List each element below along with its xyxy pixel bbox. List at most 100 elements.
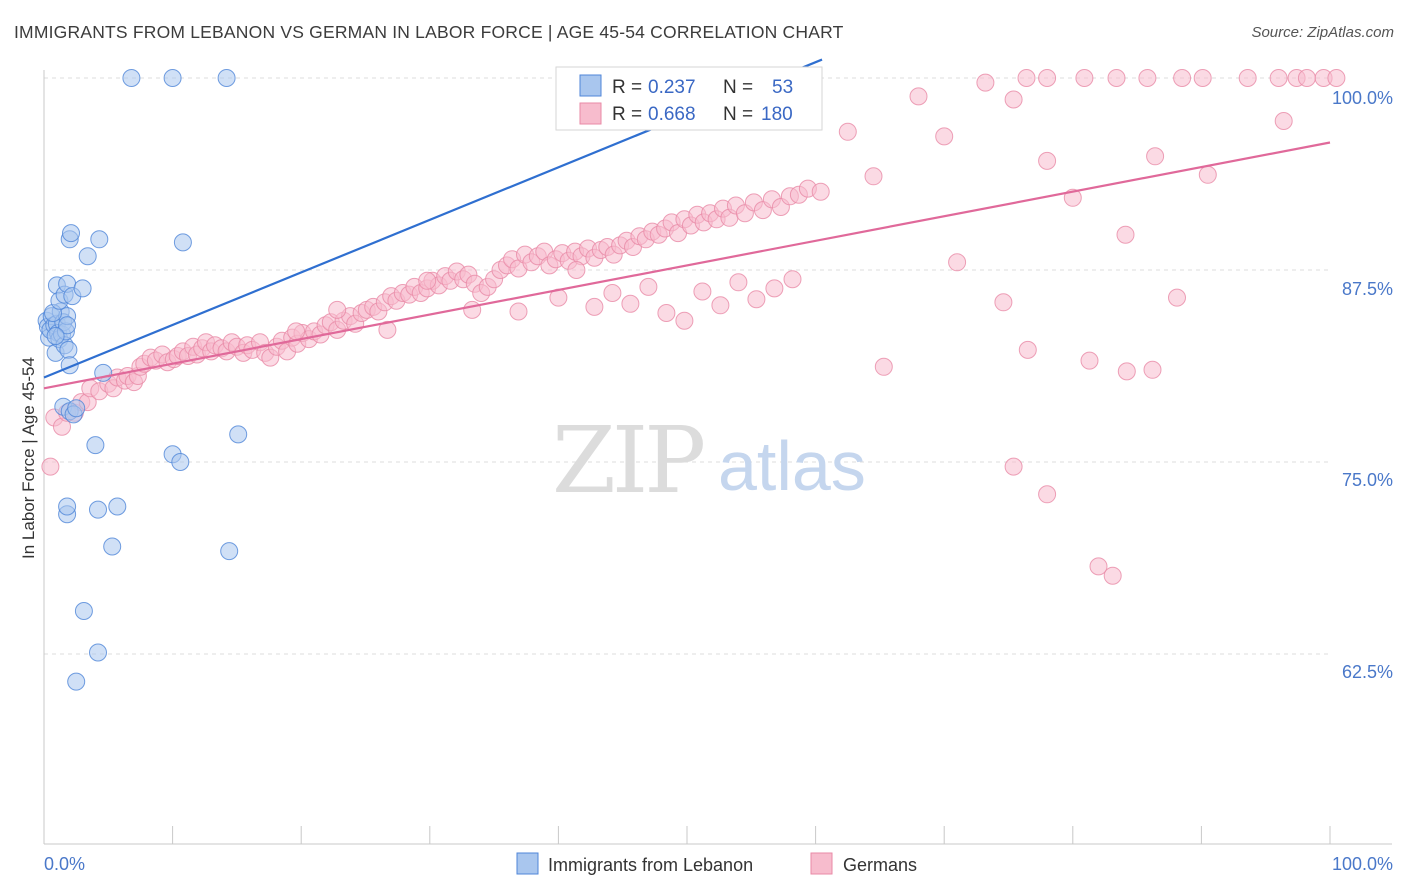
x-tick-label-0: 0.0%: [44, 854, 85, 874]
y-tick-label-75: 75.0%: [1342, 470, 1393, 490]
lebanon-point-28: [173, 233, 192, 252]
bottom-legend-label-germans: Germans: [843, 855, 917, 875]
lebanon-point-41: [89, 500, 107, 519]
lebanon-point-45: [74, 602, 93, 620]
germans-point-147: [838, 122, 857, 141]
germans-point-174: [1107, 69, 1126, 87]
lebanon-point-26: [78, 247, 97, 266]
germans-point-143: [747, 290, 766, 309]
germans-point-153: [1038, 151, 1057, 170]
watermark-atlas: atlas: [718, 427, 866, 505]
germans-point-158: [1274, 112, 1293, 130]
x-ticks: [172, 826, 1331, 844]
germans-point-152: [1004, 90, 1023, 109]
lebanon-point-23: [73, 279, 92, 298]
germans-point-148: [864, 167, 883, 186]
bottom-legend-swatch-lebanon: [516, 852, 539, 875]
germans-point-159: [948, 253, 967, 272]
legend-n-value-lebanon: 53: [772, 77, 793, 98]
lebanon-point-48: [122, 69, 141, 87]
germans-point-134: [585, 297, 604, 316]
germans-point-183: [1327, 69, 1346, 87]
germans-point-166: [874, 357, 893, 376]
lebanon-point-34: [67, 399, 86, 418]
germans-point-163: [1117, 362, 1136, 381]
germans-point-144: [765, 279, 784, 298]
lebanon-point-44: [220, 542, 239, 561]
germans-point-156: [1146, 147, 1165, 166]
lebanon-point-27: [90, 230, 109, 249]
germans-point-177: [1193, 69, 1212, 87]
germans-point-127: [328, 300, 347, 319]
lebanon-point-40: [58, 497, 77, 516]
germans-point-160: [994, 293, 1013, 312]
germans-point-168: [1038, 485, 1057, 504]
germans-point-165: [1168, 288, 1186, 307]
germans-point-169: [1089, 557, 1108, 576]
germans-point-137: [639, 277, 658, 296]
lebanon-point-37: [171, 453, 190, 471]
lebanon-point-16: [59, 340, 78, 359]
lebanon-point-35: [86, 436, 105, 455]
lebanon-point-51: [58, 316, 77, 335]
germans-point-162: [1080, 351, 1099, 370]
germans-point-173: [1075, 69, 1094, 87]
germans-point-136: [621, 294, 640, 313]
germans-point-140: [693, 282, 712, 301]
lebanon-point-25: [62, 224, 80, 243]
germans-point-175: [1138, 69, 1157, 87]
gridlines: [44, 77, 1330, 655]
germans-point-178: [1238, 69, 1257, 87]
lebanon-point-46: [89, 643, 107, 662]
lebanon-point-50: [217, 69, 236, 87]
germans-point-142: [729, 273, 748, 292]
legend-n-label-germans: N =: [723, 104, 753, 125]
bottom-legend: Immigrants from Lebanon Germans: [516, 852, 917, 875]
lebanon-point-38: [229, 425, 248, 444]
germans-point-157: [1198, 165, 1217, 184]
legend-r-value-germans: 0.668: [648, 104, 696, 125]
y-axis-title: In Labor Force | Age 45-54: [19, 357, 38, 559]
legend-swatch-germans: [579, 102, 602, 125]
germans-point-164: [1143, 360, 1162, 379]
lebanon-point-42: [108, 497, 127, 516]
legend-n-label-lebanon: N =: [723, 77, 753, 98]
bottom-legend-label-lebanon: Immigrants from Lebanon: [548, 855, 753, 875]
germans-point-181: [1297, 69, 1316, 87]
germans-point-0: [41, 457, 60, 476]
germans-point-135: [603, 284, 622, 302]
germans-point-176: [1173, 69, 1192, 87]
germans-point-151: [976, 73, 995, 92]
chart-source: Source: ZipAtlas.com: [1251, 24, 1394, 41]
germans-point-141: [711, 296, 730, 315]
y-tick-label-100: 100.0%: [1332, 88, 1393, 108]
germans-point-133: [567, 261, 586, 279]
y-tick-label-87-5: 87.5%: [1342, 279, 1393, 299]
legend-r-label-germans: R =: [612, 104, 642, 125]
legend-n-value-germans: 180: [761, 104, 793, 125]
lebanon-point-47: [67, 672, 86, 691]
germans-point-131: [509, 302, 528, 321]
bottom-legend-swatch-germans: [810, 852, 833, 875]
germans-point-146: [811, 182, 830, 201]
germans-point-170: [1103, 566, 1122, 585]
germans-point-130: [463, 300, 482, 319]
legend-swatch-lebanon: [579, 74, 602, 97]
germans-point-139: [675, 311, 694, 330]
germans-point-149: [909, 87, 928, 106]
germans-point-129: [418, 271, 437, 290]
germans-point-145: [783, 270, 802, 289]
germans-point-138: [657, 304, 676, 322]
germans-point-179: [1269, 69, 1288, 87]
germans-point-155: [1116, 225, 1135, 244]
lebanon-points: [37, 69, 248, 691]
legend-r-value-lebanon: 0.237: [648, 77, 696, 98]
germans-trendline: [43, 141, 1331, 390]
x-tick-label-100: 100.0%: [1332, 854, 1393, 874]
germans-point-128: [378, 320, 397, 339]
y-tick-label-62-5: 62.5%: [1342, 662, 1393, 682]
lebanon-point-49: [163, 69, 182, 87]
germans-point-167: [1004, 457, 1023, 476]
watermark-zip: ZIP: [552, 407, 703, 514]
